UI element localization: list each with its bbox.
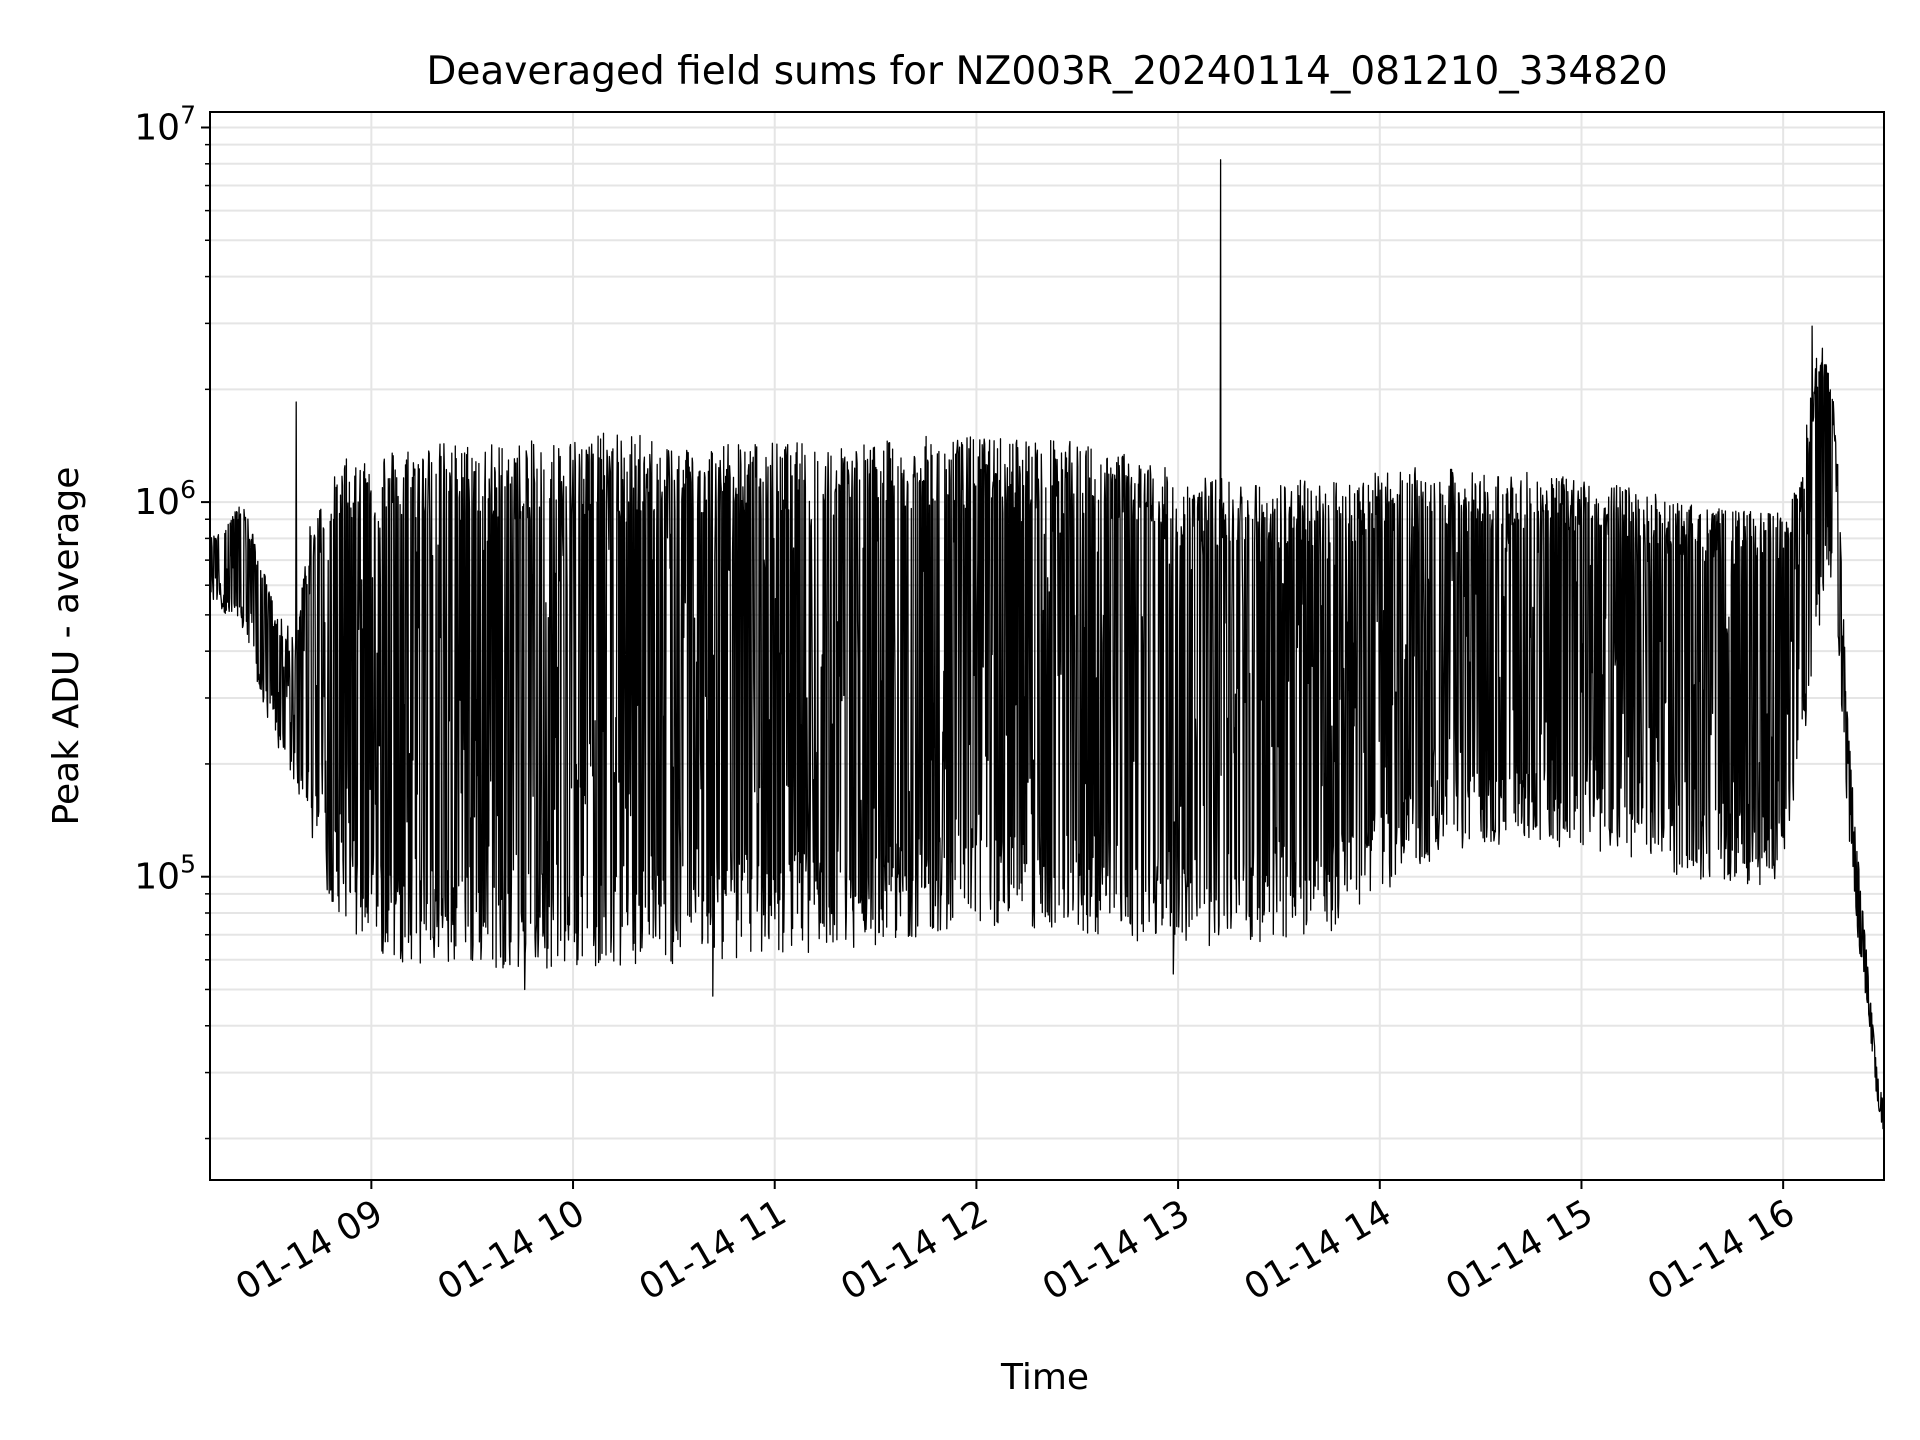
y-tick-label: 106: [134, 475, 196, 523]
y-tick-label: 107: [134, 101, 196, 149]
y-axis-label: Peak ADU - average: [46, 467, 87, 826]
line-layer: [210, 159, 1884, 1130]
axes-frame: [209, 111, 1885, 1181]
series-line: [210, 159, 1884, 1130]
y-tick-label: 105: [134, 850, 196, 898]
x-axis-label: Time: [1000, 1357, 1089, 1398]
chart-title: Deaveraged field sums for NZ003R_2024011…: [426, 49, 1667, 94]
